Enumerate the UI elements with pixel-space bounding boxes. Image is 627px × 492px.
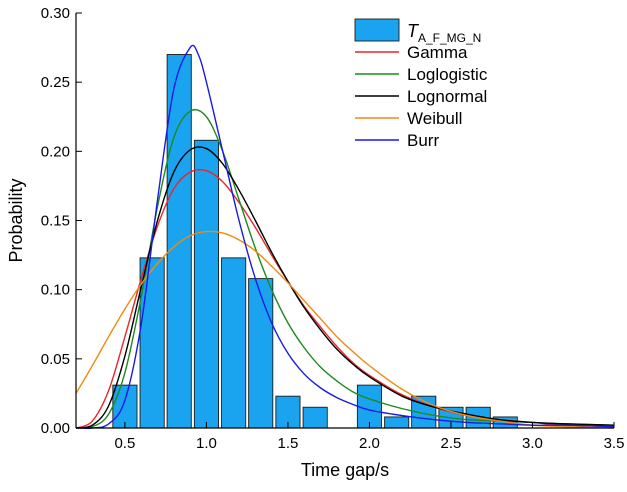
histogram-bar (166, 54, 192, 429)
legend-label-gamma: Gamma (407, 43, 468, 62)
fit-curve-burr (75, 44, 615, 430)
fit-curve-lognormal (75, 146, 615, 429)
y-tick-label: 0.15 (41, 213, 70, 230)
legend-label-subscript: A_F_MG_N (418, 31, 481, 45)
legend-label-lognormal: Lognormal (407, 87, 487, 106)
x-tick-label: 2.0 (359, 435, 380, 452)
x-tick-label: 0.5 (114, 435, 135, 452)
legend-label-burr: Burr (407, 131, 439, 150)
fit-curves (75, 44, 615, 430)
x-tick-label: 2.5 (441, 435, 462, 452)
tick-labels: 0.5 1.0 1.5 2.0 2.5 3.0 3.5 0.00 0.05 0.10 0.15 0.2… (41, 5, 625, 452)
y-tick-label: 0.25 (41, 74, 70, 91)
x-tick-label: 3.5 (604, 435, 625, 452)
legend-label-loglogistic: Loglogistic (407, 65, 488, 84)
histogram-bar (221, 257, 247, 429)
legend-label-weibull: Weibull (407, 109, 462, 128)
y-tick-label: 0.30 (41, 5, 70, 22)
legend-swatch-histogram (354, 18, 400, 42)
y-tick-label: 0.10 (41, 282, 70, 299)
histogram-bar (302, 406, 328, 429)
x-tick-label: 3.0 (522, 435, 543, 452)
x-axis-label: Time gap/s (301, 460, 389, 480)
histogram-bar (384, 416, 410, 429)
x-tick-label: 1.5 (278, 435, 299, 452)
histogram-bar (193, 139, 219, 429)
y-axis-label: Probability (6, 178, 26, 262)
y-tick-label: 0.00 (41, 420, 70, 437)
legend-label-histogram: TA_F_MG_N (407, 21, 481, 45)
histogram-bar (112, 384, 138, 429)
fit-curve-weibull (75, 230, 615, 429)
histogram-bar (356, 384, 382, 429)
histogram-bars (112, 54, 518, 429)
x-tick-label: 1.0 (196, 435, 217, 452)
y-tick-label: 0.05 (41, 351, 70, 368)
histogram-bar (139, 257, 165, 429)
histogram-bar (248, 278, 274, 429)
fit-curve-loglogistic (75, 108, 615, 429)
y-tick-label: 0.20 (41, 143, 70, 160)
legend-label-main: T (407, 21, 420, 41)
